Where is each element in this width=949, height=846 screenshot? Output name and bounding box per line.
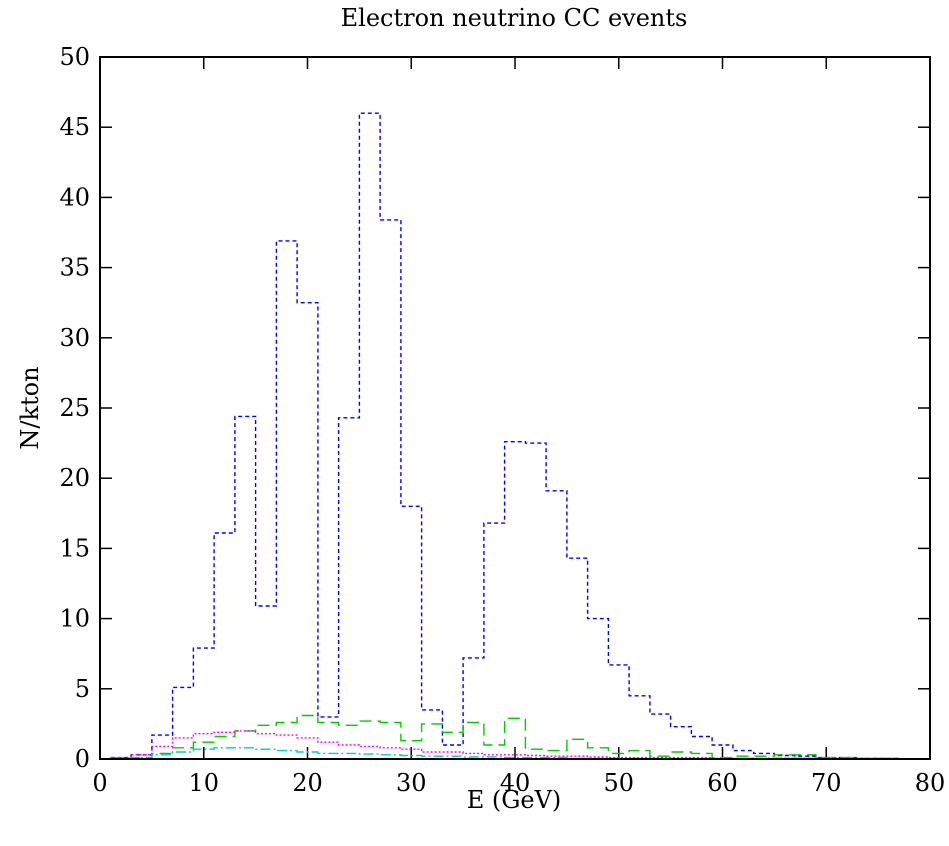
y-tick-label: 30 [59, 324, 90, 352]
y-tick-label: 40 [59, 183, 90, 211]
y-tick-label: 50 [59, 43, 90, 71]
series-blue-histogram [110, 112, 899, 759]
x-tick-label: 10 [188, 769, 219, 797]
x-tick-label: 50 [603, 769, 634, 797]
x-tick-label: 0 [92, 769, 107, 797]
series-magenta-histogram [110, 730, 899, 759]
x-tick-label: 40 [500, 769, 531, 797]
x-tick-label: 60 [707, 769, 738, 797]
series-green-histogram [110, 714, 899, 759]
y-tick-label: 5 [75, 675, 90, 703]
y-axis-title: N/kton [16, 366, 44, 449]
x-tick-label: 30 [396, 769, 427, 797]
y-tick-label: 10 [59, 605, 90, 633]
y-tick-label: 45 [59, 113, 90, 141]
x-axis-title: E (GeV) [467, 786, 562, 814]
y-tick-label: 0 [75, 745, 90, 773]
x-tick-label: 80 [915, 769, 946, 797]
y-tick-label: 35 [59, 254, 90, 282]
x-tick-label: 20 [292, 769, 323, 797]
y-tick-label: 20 [59, 464, 90, 492]
series-cyan-histogram [110, 747, 899, 759]
y-tick-label: 25 [59, 394, 90, 422]
plot-frame [99, 56, 931, 760]
x-tick-label: 70 [811, 769, 842, 797]
y-tick-label: 15 [59, 534, 90, 562]
chart-title: Electron neutrino CC events [341, 4, 688, 32]
